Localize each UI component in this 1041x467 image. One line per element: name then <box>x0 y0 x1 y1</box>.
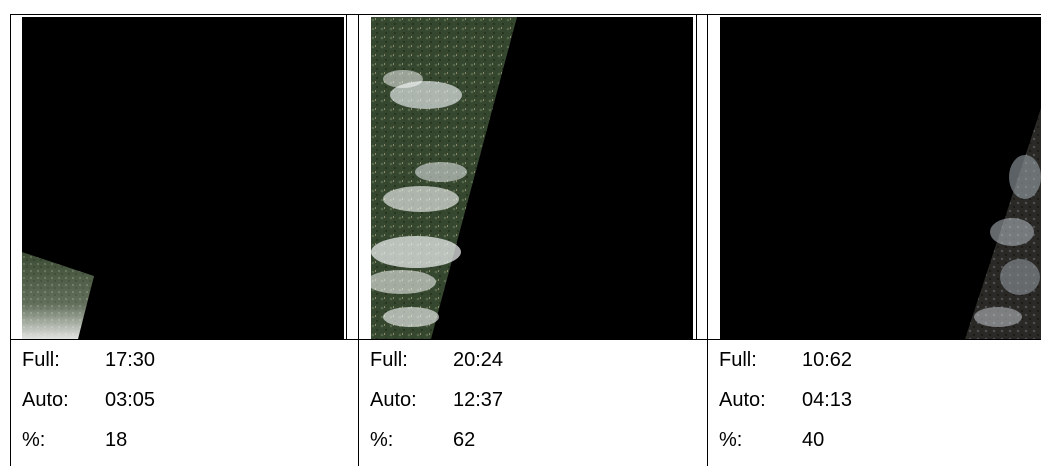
table-border-left <box>10 14 11 466</box>
stat-label: %: <box>719 429 743 451</box>
stat-label: Auto: <box>370 389 417 411</box>
stat-label: %: <box>22 429 46 451</box>
comparison-table: Full: 17:30 Auto: 03:05 %: 18 Full: 20:2… <box>10 14 1041 466</box>
table-divider-2a <box>696 14 697 339</box>
stats-panel-1: Full: 17:30 Auto: 03:05 %: 18 <box>10 339 358 466</box>
stat-label: Auto: <box>719 389 766 411</box>
stats-panel-2: Full: 20:24 Auto: 12:37 %: 62 <box>358 339 707 466</box>
stat-value: 10:62 <box>802 349 853 371</box>
stat-value: 20:24 <box>453 349 504 371</box>
satellite-tile-2 <box>371 17 693 339</box>
stat-value: 04:13 <box>802 389 853 411</box>
stat-label: Full: <box>370 349 408 371</box>
stat-value: 03:05 <box>105 389 156 411</box>
stat-value: 40 <box>802 429 825 451</box>
table-divider-1 <box>358 14 359 466</box>
table-divider-2 <box>707 14 708 466</box>
satellite-tile-1 <box>22 17 344 339</box>
stat-label: Full: <box>719 349 757 371</box>
stats-panel-3: Full: 10:62 Auto: 04:13 %: 40 <box>707 339 1041 466</box>
table-row-divider <box>10 339 1041 340</box>
stat-label: Full: <box>22 349 60 371</box>
stat-label: Auto: <box>22 389 69 411</box>
stat-label: %: <box>370 429 394 451</box>
table-border-top <box>10 14 1041 15</box>
satellite-tile-3 <box>720 17 1041 339</box>
stat-value: 62 <box>453 429 476 451</box>
stat-value: 17:30 <box>105 349 156 371</box>
stat-value: 12:37 <box>453 389 504 411</box>
table-divider-1a <box>346 14 347 339</box>
stat-value: 18 <box>105 429 128 451</box>
